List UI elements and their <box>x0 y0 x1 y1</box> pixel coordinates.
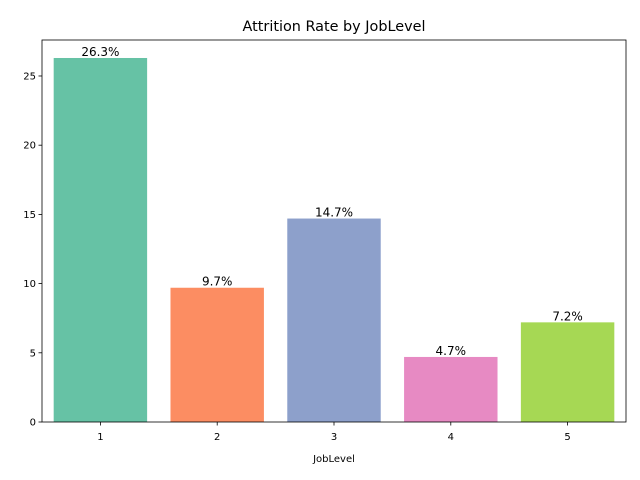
chart-title: Attrition Rate by JobLevel <box>243 19 426 35</box>
data-label-5: 7.2% <box>552 309 583 323</box>
x-tick-label: 3 <box>331 432 337 443</box>
bar-3 <box>287 218 381 422</box>
y-tick-label: 5 <box>30 348 36 359</box>
y-tick-label: 15 <box>23 210 36 221</box>
y-tick-label: 0 <box>30 418 36 429</box>
bar-2 <box>170 287 264 422</box>
data-label-2: 9.7% <box>202 275 233 289</box>
data-label-3: 14.7% <box>315 206 353 220</box>
x-axis-title: JobLevel <box>312 454 355 465</box>
x-tick-label: 2 <box>214 432 220 443</box>
y-axis: 0 5 10 15 20 25 <box>23 71 42 429</box>
y-tick-label: 10 <box>23 279 36 290</box>
x-tick-label: 4 <box>448 432 454 443</box>
x-tick-label: 5 <box>564 432 570 443</box>
bars-group <box>53 57 615 423</box>
bar-5 <box>520 322 615 422</box>
data-labels-group: 26.3% 9.7% 14.7% 4.7% 7.2% <box>81 45 583 358</box>
x-axis: 1 2 3 4 5 <box>97 422 571 443</box>
plot-frame <box>41 39 627 423</box>
bar-4 <box>404 356 498 422</box>
data-label-4: 4.7% <box>436 344 467 358</box>
data-label-1: 26.3% <box>81 45 119 59</box>
y-tick-label: 20 <box>23 141 36 152</box>
x-tick-label: 1 <box>97 432 103 443</box>
y-tick-label: 25 <box>23 71 36 82</box>
bar-1 <box>53 57 148 423</box>
